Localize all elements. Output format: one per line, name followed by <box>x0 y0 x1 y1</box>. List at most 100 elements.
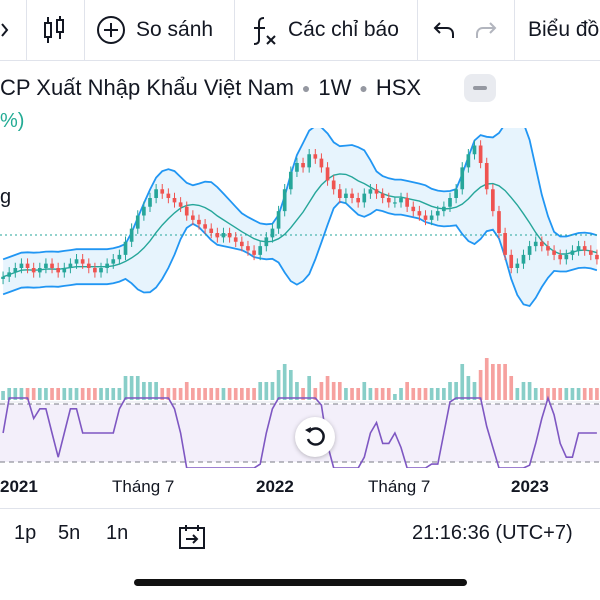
candle <box>515 263 520 268</box>
timeframe-1p[interactable]: 1p <box>14 522 37 544</box>
symbol-interval: 1W <box>318 75 352 100</box>
volume-bar <box>478 370 483 400</box>
volume-bar <box>386 388 391 400</box>
candle <box>105 263 109 268</box>
candle <box>576 246 581 251</box>
candle <box>246 246 250 251</box>
candle <box>221 233 226 238</box>
candle <box>74 259 79 264</box>
candle <box>442 206 446 212</box>
volume-bar <box>215 388 220 400</box>
collapse-legend-button[interactable] <box>464 74 496 102</box>
candle <box>227 233 232 238</box>
undo-icon[interactable] <box>432 0 456 60</box>
candle <box>558 254 563 260</box>
redo-icon[interactable] <box>474 0 498 60</box>
volume-bar <box>319 382 324 400</box>
volume-bar <box>129 376 134 400</box>
candle <box>172 198 177 203</box>
candle <box>215 233 220 238</box>
clock-timezone[interactable]: 21:16:36 (UTC+7) <box>412 522 573 544</box>
reset-chart-button[interactable] <box>295 417 335 457</box>
x-axis-label: 2021 <box>0 477 38 496</box>
volume-bar <box>454 382 458 400</box>
candle <box>380 193 385 198</box>
plus-circle-icon <box>97 16 125 44</box>
volume-bar <box>405 382 409 400</box>
volume-bar <box>442 388 446 400</box>
candle <box>503 233 507 255</box>
volume-bar <box>25 388 30 400</box>
volume-bar <box>368 388 373 400</box>
volume-bar <box>74 388 79 400</box>
candles-icon[interactable] <box>42 0 66 60</box>
candle <box>429 215 434 220</box>
volume-bar <box>276 370 281 400</box>
volume-bar <box>13 388 18 400</box>
minus-icon <box>473 86 487 90</box>
candle <box>337 189 342 198</box>
volume-bar <box>184 382 189 400</box>
timeframe-1n[interactable]: 1n <box>106 522 129 544</box>
candle <box>123 241 128 255</box>
candle <box>344 193 348 198</box>
candle <box>209 228 214 233</box>
candle <box>313 154 318 159</box>
bollinger-lower-band <box>2 200 598 308</box>
volume-bar <box>356 388 360 400</box>
candle <box>44 263 48 268</box>
candle <box>435 211 440 216</box>
toolbar-divider <box>234 0 235 60</box>
toolbar-divider <box>26 0 27 60</box>
volume-bar <box>582 388 587 400</box>
candle <box>68 263 73 268</box>
candle <box>325 167 330 181</box>
candle <box>111 259 116 264</box>
volume-bar <box>337 382 342 400</box>
candle <box>374 189 379 194</box>
volume-bar <box>546 388 550 400</box>
goto-date-icon[interactable] <box>178 524 206 556</box>
volume-bar <box>564 388 569 400</box>
volume-bar <box>380 388 385 400</box>
indicators-button[interactable]: Các chỉ báo <box>250 0 399 60</box>
volume-bar <box>233 388 238 400</box>
timeframe-5n[interactable]: 5n <box>58 522 81 544</box>
volume-bar <box>240 388 244 400</box>
volume-bar <box>56 388 60 400</box>
volume-bar <box>393 394 397 400</box>
volume-bar <box>172 388 177 400</box>
candle <box>411 206 416 212</box>
price-chart[interactable] <box>0 128 600 468</box>
bollinger-basis-line <box>2 173 598 278</box>
volume-bar <box>552 388 556 400</box>
volume-bar <box>472 382 477 400</box>
volume-bar <box>264 382 269 400</box>
volume-bar <box>282 364 287 400</box>
volume-bar <box>399 388 403 400</box>
volume-bars <box>1 358 599 400</box>
volume-bar <box>50 388 54 400</box>
volume-bar <box>111 388 116 400</box>
toolbar-divider <box>84 0 85 60</box>
compare-button[interactable]: So sánh <box>96 0 213 60</box>
legend-text-fragment: g <box>0 186 12 208</box>
volume-bar <box>515 388 520 400</box>
volume-bar <box>325 376 330 400</box>
volume-bar <box>313 388 318 400</box>
x-axis-label: Tháng 7 <box>368 477 431 496</box>
chart-type-button[interactable]: Biểu đồ <box>528 0 600 60</box>
candle <box>240 241 244 247</box>
candle <box>184 206 189 216</box>
candle <box>509 254 514 268</box>
candle <box>13 268 18 273</box>
candle <box>191 215 195 220</box>
volume-bar <box>166 388 171 400</box>
volume-bar <box>570 388 575 400</box>
indicators-label: Các chỉ báo <box>288 18 399 41</box>
volume-bar <box>417 388 422 400</box>
volume-bar <box>533 388 538 400</box>
volume-bar <box>331 382 336 400</box>
symbol-legend[interactable]: CP Xuất Nhập Khẩu Việt Nam ● 1W ● HSX <box>0 75 422 100</box>
chevron-icon[interactable] <box>0 0 12 60</box>
